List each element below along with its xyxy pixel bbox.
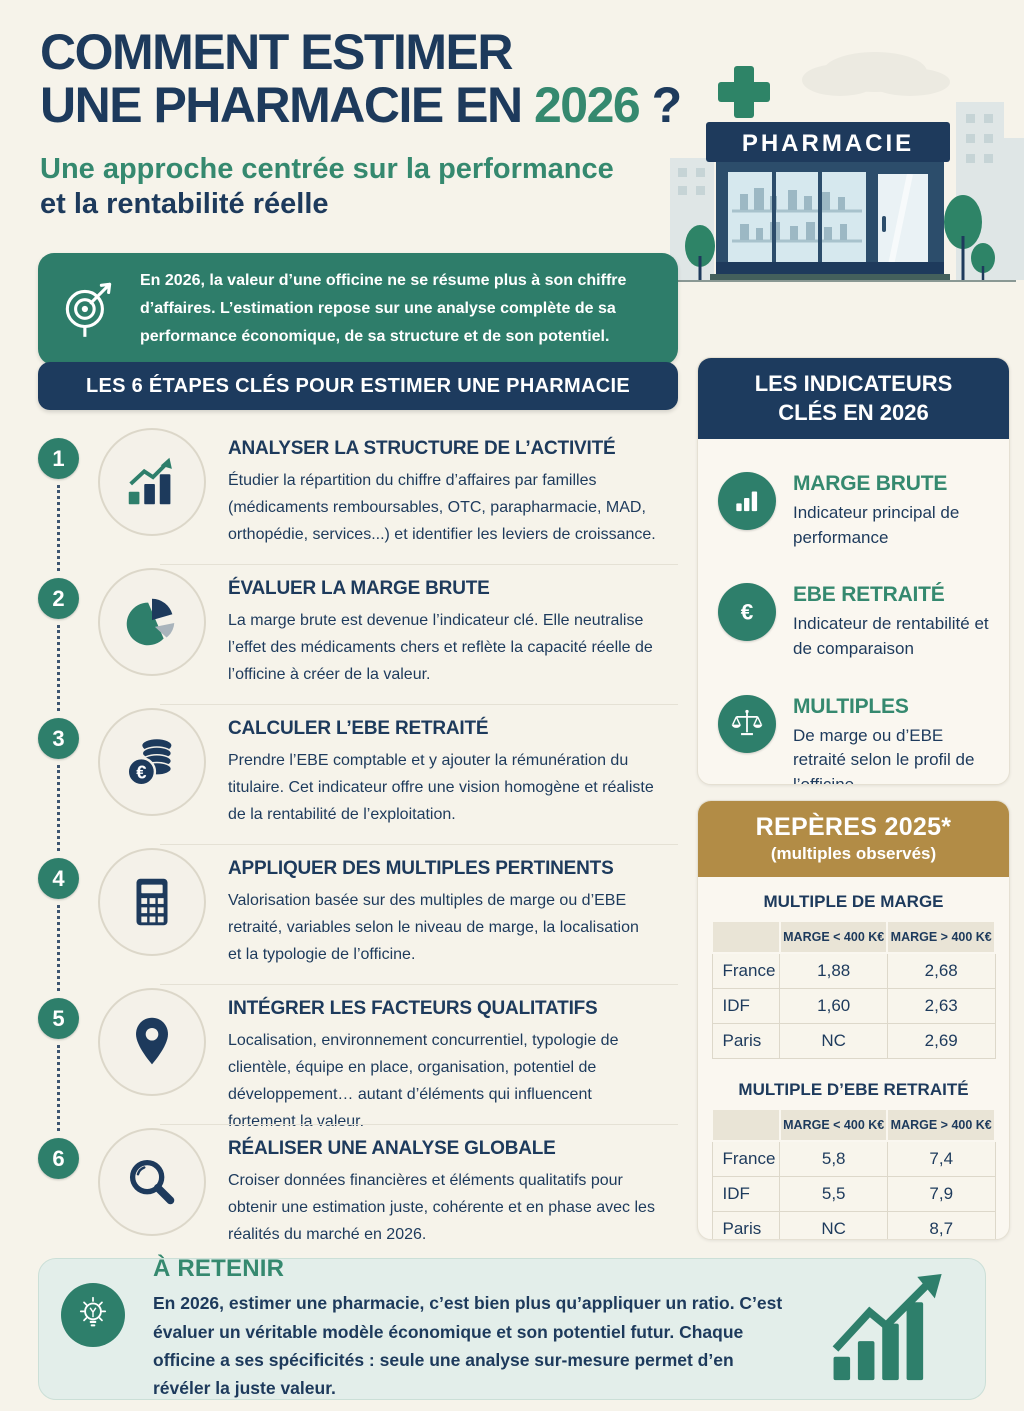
table-row: IDF 1,60 2,63: [711, 988, 996, 1024]
reperes-subtitle: (multiples observés): [770, 844, 937, 863]
indicators-card: LES INDICATEURS CLÉS EN 2026 MARGE BRUTE…: [697, 357, 1010, 785]
step-3: 3 € CALCULER L’EBE RETRAITÉ Prendre l’EB…: [38, 704, 688, 851]
intro-callout: En 2026, la valeur d’une officine ne se …: [38, 253, 678, 365]
reperes-title: REPÈRES 2025*: [755, 813, 952, 841]
table-title-ebe: MULTIPLE D’EBE RETRAITÉ: [738, 1080, 969, 1099]
multiple-de-marge-table: MARGE < 400 K€ MARGE > 400 K€ France 1,8…: [711, 920, 996, 1059]
table-row: France 1,88 2,68: [711, 952, 996, 989]
step-description: La marge brute est devenue l’indicateur …: [228, 612, 653, 683]
step-description: Étudier la répartition du chiffre d’affa…: [228, 472, 656, 543]
bar-chart-trend-icon: [98, 428, 206, 536]
table-col-header: MARGE > 400 K€: [886, 1108, 996, 1142]
indicator-description: Indicateur principal de performance: [793, 503, 960, 547]
page-title: COMMENT ESTIMER UNE PHARMACIE EN 2026 ?: [40, 26, 700, 132]
step-description: Localisation, environnement concurrentie…: [228, 1032, 619, 1130]
indicator-multiples: MULTIPLES De marge ou d’EBE retraité sel…: [698, 694, 1009, 785]
page-title-line2: UNE PHARMACIE EN 2026 ?: [40, 77, 682, 133]
steps-list: 1 ANALYSER LA STRUCTURE DE L’ACTIVITÉ Ét…: [38, 424, 688, 1243]
door-handle: [882, 216, 886, 232]
step-number-badge: 2: [38, 578, 79, 619]
step-5: 5 INTÉGRER LES FACTEURS QUALITATIFS Loca…: [38, 984, 688, 1131]
a-retenir-text: En 2026, estimer une pharmacie, c’est bi…: [153, 1293, 783, 1399]
step-title: ANALYSER LA STRUCTURE DE L’ACTIVITÉ: [228, 438, 616, 459]
calculator-icon: [98, 848, 206, 956]
page-title-line1: COMMENT ESTIMER: [40, 24, 513, 80]
multiple-ebe-retraite-table: MARGE < 400 K€ MARGE > 400 K€ France 5,8…: [711, 1108, 996, 1239]
step-description: Croiser données financières et éléments …: [228, 1172, 655, 1243]
step-title: CALCULER L’EBE RETRAITÉ: [228, 718, 489, 739]
a-retenir-card: À RETENIR En 2026, estimer une pharmacie…: [38, 1255, 986, 1400]
indicator-title: EBE RETRAITÉ: [793, 583, 945, 607]
step-number-badge: 6: [38, 1138, 79, 1179]
reperes-card-header: REPÈRES 2025* (multiples observés): [698, 801, 1009, 877]
subtitle-line2: et la rentabilité réelle: [40, 188, 329, 221]
pharmacy-cross-icon: [718, 66, 770, 118]
title-block: COMMENT ESTIMER UNE PHARMACIE EN 2026 ? …: [40, 26, 700, 223]
step-2: 2 ÉVALUER LA MARGE BRUTE La marge brute …: [38, 564, 688, 711]
indicator-title: MARGE BRUTE: [793, 472, 948, 496]
map-pin-icon: [98, 988, 206, 1096]
step-title: RÉALISER UNE ANALYSE GLOBALE: [228, 1138, 556, 1159]
steps-section-header: LES 6 ÉTAPES CLÉS POUR ESTIMER UNE PHARM…: [38, 362, 678, 410]
table-row: Paris NC 8,7: [711, 1211, 996, 1239]
step-title: ÉVALUER LA MARGE BRUTE: [228, 578, 490, 599]
table-col-header: MARGE < 400 K€: [778, 920, 889, 954]
reperes-card: REPÈRES 2025* (multiples observés) MULTI…: [697, 800, 1010, 1240]
shelf-bottles: [740, 188, 847, 240]
shop-window: [728, 172, 866, 264]
bar-chart-icon: [718, 472, 776, 531]
indicators-card-header: LES INDICATEURS CLÉS EN 2026: [698, 358, 1009, 440]
target-dart-icon: [65, 282, 112, 337]
table-col-header: MARGE < 400 K€: [778, 1108, 889, 1142]
intro-callout-text: En 2026, la valeur d’une officine ne se …: [140, 272, 627, 345]
euro-icon: €: [718, 583, 776, 642]
step-4: 4 APPLIQUER DES MULTIPLES PERTINENTS Val…: [38, 844, 688, 991]
indicator-marge-brute: MARGE BRUTE Indicateur principal de perf…: [698, 472, 1009, 550]
indicator-description: Indicateur de rentabilité et de comparai…: [793, 614, 989, 659]
indicator-description: De marge ou d’EBE retraité selon le prof…: [793, 725, 975, 785]
title-year: 2026: [534, 77, 641, 133]
step-number-badge: 4: [38, 858, 79, 899]
pie-chart-icon: [98, 568, 206, 676]
magnifier-icon: [98, 1128, 206, 1236]
table-row: France 5,8 7,4: [711, 1140, 996, 1177]
step-description: Valorisation basée sur des multiples de …: [228, 892, 639, 963]
table-corner-cell: [711, 920, 781, 954]
step-1: 1 ANALYSER LA STRUCTURE DE L’ACTIVITÉ Ét…: [38, 424, 688, 571]
table-col-header: MARGE > 400 K€: [886, 920, 996, 954]
table-corner-cell: [711, 1108, 781, 1142]
step-description: Prendre l’EBE comptable et y ajouter la …: [228, 752, 654, 823]
a-retenir-title: À RETENIR: [153, 1255, 285, 1283]
pharmacy-sign: [706, 122, 950, 162]
lightbulb-icon: [61, 1283, 125, 1347]
step-number-badge: 1: [38, 438, 79, 479]
step-title: INTÉGRER LES FACTEURS QUALITATIFS: [228, 998, 598, 1019]
euro-coins-icon: €: [98, 708, 206, 816]
table-row: Paris NC 2,69: [711, 1023, 996, 1059]
tree-shapes: [685, 195, 995, 280]
pharmacy-storefront-illustration: PHARMACIE: [670, 52, 1024, 282]
subtitle-line1: Une approche centrée sur la performance: [40, 153, 614, 185]
indicator-ebe-retraite: € EBE RETRAITÉ Indicateur de rentabilité…: [698, 583, 1009, 661]
pharmacy-sign-text: PHARMACIE: [742, 130, 914, 157]
svg-text:€: €: [741, 600, 754, 625]
svg-text:€: €: [136, 761, 146, 782]
indicator-title: MULTIPLES: [793, 694, 909, 718]
step-number-badge: 5: [38, 998, 79, 1039]
growth-chart-icon: [832, 1273, 942, 1381]
cloud-shape: [802, 52, 950, 96]
scales-icon: [718, 694, 776, 753]
step-number-badge: 3: [38, 718, 79, 759]
table-row: IDF 5,5 7,9: [711, 1176, 996, 1212]
page-subtitle: Une approche centrée sur la performance …: [40, 152, 700, 223]
table-title-marge: MULTIPLE DE MARGE: [763, 892, 944, 911]
step-6: 6 RÉALISER UNE ANALYSE GLOBALE Croiser d…: [38, 1124, 688, 1243]
step-title: APPLIQUER DES MULTIPLES PERTINENTS: [228, 858, 614, 879]
